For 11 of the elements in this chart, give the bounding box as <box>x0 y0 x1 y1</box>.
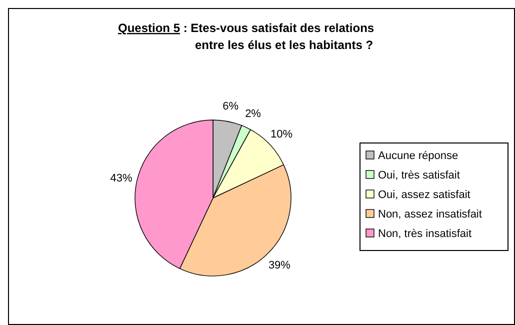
legend-label: Aucune réponse <box>378 150 458 162</box>
legend-label: Non, très insatisfait <box>378 228 472 240</box>
legend-label: Non, assez insatisfait <box>378 208 482 220</box>
data-label: 2% <box>245 108 262 120</box>
legend-label: Oui, assez satisfait <box>378 189 470 201</box>
data-label: 6% <box>222 100 239 113</box>
data-label: 43% <box>110 172 132 184</box>
chart-title: Question 5 : Etes-vous satisfait des relations entre les élus et les habitants ? <box>118 21 374 52</box>
legend-label: Oui, très satisfait <box>378 170 460 182</box>
data-label: 10% <box>270 128 293 141</box>
data-label: 39% <box>268 259 291 272</box>
